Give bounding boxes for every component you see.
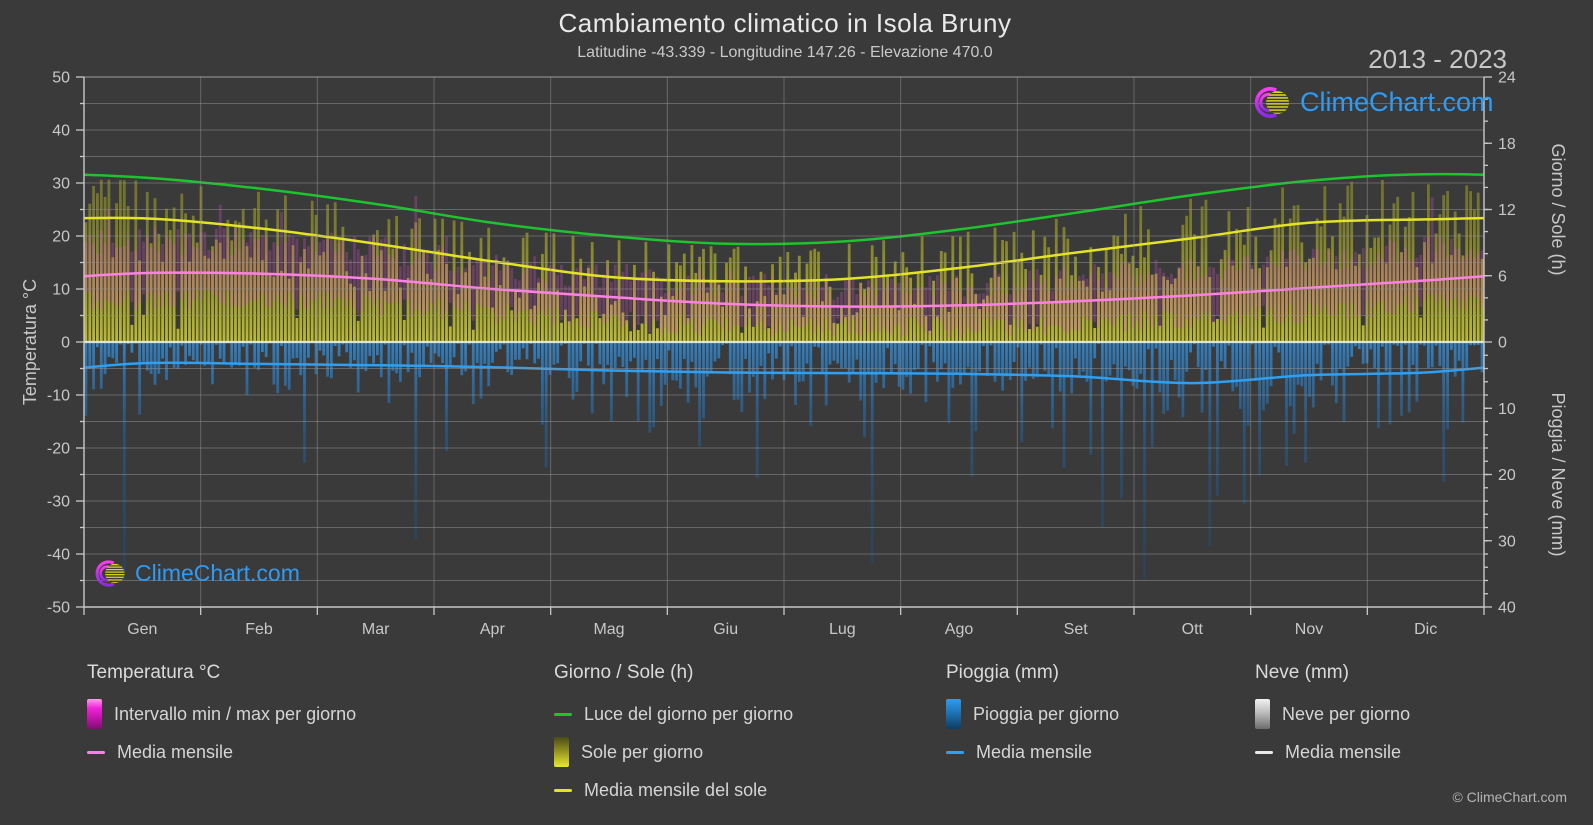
x-month-label: Lug: [829, 621, 856, 638]
y-left-axis-title: Temperatura °C: [20, 279, 40, 405]
y-right-sun-axis-title: Giorno / Sole (h): [1548, 143, 1568, 275]
sun-ball-icon: [1266, 91, 1289, 114]
legend-group-title: Neve (mm): [1255, 662, 1349, 683]
legend-item: Intervallo min / max per giorno: [87, 695, 356, 733]
x-month-label: Mar: [362, 621, 390, 638]
legend-group-title: Temperatura °C: [87, 662, 221, 683]
x-month-label: Apr: [480, 621, 506, 638]
y-right-sun-tick-label: 24: [1498, 70, 1516, 87]
legend-item-label: Neve per giorno: [1282, 703, 1411, 724]
sun-bars-swatch-icon: [554, 737, 569, 767]
legend-item: Media mensile: [1255, 733, 1410, 771]
climechart-logo-icon: [1254, 87, 1289, 118]
legend-item-label: Media mensile: [976, 741, 1093, 762]
y-right-rain-tick-label: 40: [1498, 600, 1516, 617]
page-subtitle: Latitudine -43.339 - Longitudine 147.26 …: [577, 44, 993, 61]
y-right-sun-tick-label: 18: [1498, 136, 1516, 153]
y-right-rain-tick-label: 10: [1498, 401, 1516, 418]
y-left-tick-label: 0: [61, 335, 70, 352]
climechart-logo-icon: [95, 560, 125, 587]
x-month-label: Feb: [245, 621, 273, 638]
climechart-watermark-bottom: ClimeChart.com: [94, 558, 300, 589]
x-month-label: Gen: [127, 621, 157, 638]
y-left-tick-label: -10: [47, 388, 70, 405]
y-right-sun-tick-label: 0: [1498, 335, 1507, 352]
y-left-tick-label: -50: [47, 600, 70, 617]
plot-area: [84, 172, 1484, 581]
legend-group-snow: Neve (mm) Neve per giorno Media mensile: [1255, 662, 1410, 771]
legend-group-temperature: Temperatura °C Intervallo min / max per …: [87, 662, 356, 771]
x-month-label: Ott: [1182, 621, 1204, 638]
x-month-label: Nov: [1295, 621, 1323, 638]
legend-group-day-sun: Giorno / Sole (h) Luce del giorno per gi…: [554, 662, 793, 809]
y-right-sun-tick-label: 12: [1498, 202, 1516, 219]
daylight-line-swatch-icon: [554, 712, 572, 716]
x-month-label: Mag: [593, 621, 624, 638]
y-left-tick-label: 50: [52, 70, 70, 87]
copyright-text: © ClimeChart.com: [1452, 789, 1567, 805]
legend-item-label: Pioggia per giorno: [973, 703, 1120, 724]
snow-mean-line-swatch-icon: [1255, 750, 1273, 754]
x-month-label: Giu: [713, 621, 738, 638]
legend-item: Luce del giorno per giorno: [554, 695, 793, 733]
x-month-label: Ago: [945, 621, 974, 638]
legend-item-label: Media mensile: [1285, 741, 1402, 762]
rain-mean-line-swatch-icon: [946, 750, 964, 754]
sun-mean-line-swatch-icon: [554, 788, 572, 792]
climechart-watermark-text: ClimeChart.com: [1300, 87, 1494, 117]
x-month-label: Set: [1064, 621, 1089, 638]
y-right-rain-tick-label: 30: [1498, 533, 1516, 550]
legend-group-title: Giorno / Sole (h): [554, 662, 694, 683]
x-month-label: Dic: [1414, 621, 1437, 638]
y-left-tick-label: 20: [52, 229, 70, 246]
year-range: 2013 - 2023: [1368, 44, 1507, 74]
y-left-tick-label: 40: [52, 123, 70, 140]
y-right-sun-tick-label: 6: [1498, 268, 1507, 285]
legend-item-label: Intervallo min / max per giorno: [114, 703, 357, 724]
climechart-watermark-text: ClimeChart.com: [135, 560, 300, 586]
legend-item: Media mensile: [87, 733, 356, 771]
sun-ball-icon: [105, 563, 125, 584]
y-left-tick-label: -40: [47, 547, 70, 564]
rain-bars-swatch-icon: [946, 699, 961, 729]
page-title: Cambiamento climatico in Isola Bruny: [558, 8, 1012, 38]
axis-ticks: [76, 76, 1492, 615]
y-left-tick-label: 30: [52, 176, 70, 193]
legend-item-label: Media mensile: [117, 741, 234, 762]
legend-item: Media mensile del sole: [554, 771, 793, 809]
rain-daily-bars: [84, 342, 1484, 581]
climechart-watermark-top: ClimeChart.com: [1253, 84, 1494, 121]
legend-item: Pioggia per giorno: [946, 695, 1119, 733]
legend-item: Sole per giorno: [554, 733, 793, 771]
legend-item: Media mensile: [946, 733, 1119, 771]
y-right-rain-axis-title: Pioggia / Neve (mm): [1548, 392, 1568, 556]
legend-item-label: Sole per giorno: [581, 741, 704, 762]
y-left-tick-label: -20: [47, 441, 70, 458]
legend-item-label: Media mensile del sole: [584, 779, 768, 800]
y-right-rain-tick-label: 20: [1498, 467, 1516, 484]
y-left-tick-label: -30: [47, 494, 70, 511]
snow-bars-swatch-icon: [1255, 699, 1270, 729]
legend-group-rain: Pioggia (mm) Pioggia per giorno Media me…: [946, 662, 1119, 771]
legend-group-title: Pioggia (mm): [946, 662, 1059, 683]
temp-mean-line-swatch-icon: [87, 750, 105, 754]
temp-range-swatch-icon: [87, 699, 102, 729]
legend-item-label: Luce del giorno per giorno: [584, 703, 794, 724]
legend-item: Neve per giorno: [1255, 695, 1410, 733]
y-left-tick-label: 10: [52, 282, 70, 299]
